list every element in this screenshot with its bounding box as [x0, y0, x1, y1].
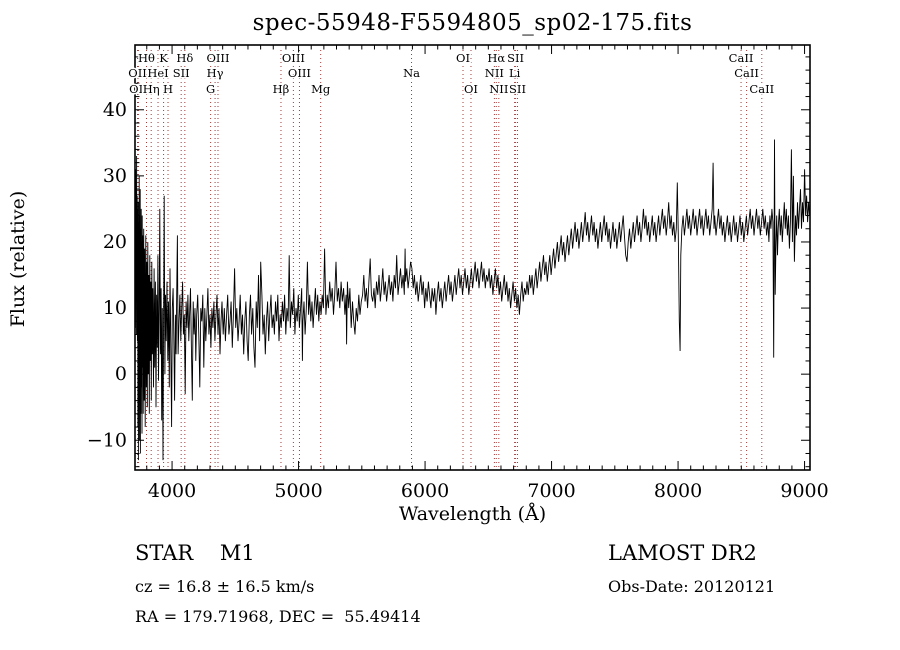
svg-text:K: K — [159, 51, 168, 65]
svg-text:40: 40 — [103, 99, 127, 121]
svg-text:NII: NII — [485, 66, 504, 80]
axes-frame — [134, 44, 811, 471]
svg-text:Hβ: Hβ — [273, 82, 290, 96]
svg-text:Mg: Mg — [311, 82, 331, 96]
svg-text:CaII: CaII — [729, 51, 754, 65]
x-axis-title: Wavelength (Å) — [398, 503, 547, 525]
svg-text:OII: OII — [128, 66, 147, 80]
svg-text:G: G — [206, 82, 215, 96]
radec-text: RA = 179.71968, DEC = 55.49414 — [135, 607, 421, 626]
survey-text: LAMOST DR2 — [608, 541, 757, 565]
spectral-marker-lines — [137, 50, 763, 469]
y-tick-labels: −10 0 10 20 30 40 — [87, 99, 127, 451]
svg-text:−10: −10 — [87, 429, 127, 451]
svg-text:HeI: HeI — [147, 66, 168, 80]
svg-text:SII: SII — [173, 66, 190, 80]
svg-text:OIII: OIII — [206, 51, 229, 65]
svg-text:4000: 4000 — [148, 480, 196, 502]
svg-text:NII: NII — [489, 82, 508, 96]
flux-spectrum-line — [134, 139, 811, 461]
svg-text:8000: 8000 — [654, 480, 702, 502]
svg-text:OI: OI — [464, 82, 478, 96]
svg-text:CaII: CaII — [734, 66, 759, 80]
svg-text:9000: 9000 — [780, 480, 828, 502]
svg-text:Hη: Hη — [143, 82, 160, 96]
svg-text:OIII: OIII — [282, 51, 305, 65]
cz-text: cz = 16.8 ± 16.5 km/s — [135, 577, 315, 596]
svg-text:7000: 7000 — [527, 480, 575, 502]
x-tick-labels: 4000 5000 6000 7000 8000 9000 — [148, 480, 829, 502]
svg-text:Li: Li — [509, 66, 521, 80]
svg-text:OIII: OIII — [288, 66, 311, 80]
svg-text:OII: OII — [129, 82, 148, 96]
plot-title: spec-55948-F5594805_sp02-175.fits — [252, 10, 693, 36]
svg-text:Hγ: Hγ — [207, 66, 224, 80]
star-class-text: STAR M1 — [135, 541, 255, 565]
axis-ticks — [135, 45, 810, 470]
svg-text:6000: 6000 — [401, 480, 449, 502]
svg-text:SII: SII — [507, 51, 524, 65]
svg-text:30: 30 — [103, 165, 127, 187]
svg-text:0: 0 — [115, 363, 127, 385]
svg-text:Hθ: Hθ — [138, 51, 155, 65]
obs-date-text: Obs-Date: 20120121 — [608, 577, 776, 596]
svg-text:SII: SII — [509, 82, 526, 96]
svg-text:10: 10 — [103, 297, 127, 319]
svg-text:H: H — [163, 82, 173, 96]
svg-text:5000: 5000 — [274, 480, 322, 502]
svg-text:Hδ: Hδ — [176, 51, 193, 65]
svg-text:OI: OI — [456, 51, 470, 65]
svg-text:20: 20 — [103, 231, 127, 253]
svg-text:CaII: CaII — [749, 82, 774, 96]
svg-text:Hα: Hα — [487, 51, 505, 65]
svg-text:Na: Na — [403, 66, 420, 80]
